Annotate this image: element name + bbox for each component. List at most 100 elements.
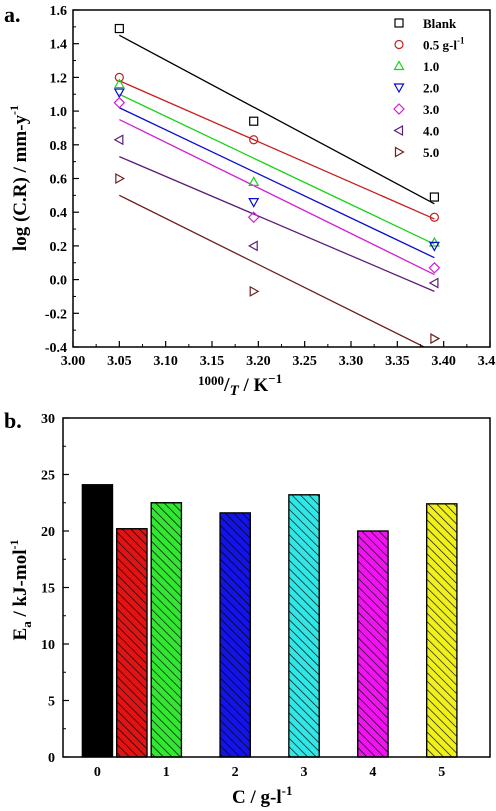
x-tick-label: 3.10: [153, 354, 178, 369]
data-point-2-0: [113, 88, 125, 99]
legend: Blank 0.5 g-l-1 1.0 2.0 3.0 4.0 5.0: [393, 16, 465, 160]
x-tick-label: 3.35: [385, 354, 410, 369]
bar-hatch: [150, 502, 183, 758]
x-axis-title-main: C / g-l: [232, 787, 282, 808]
legend-marker: [393, 60, 405, 71]
x-axis-title: 1000/T / K−1: [198, 371, 282, 399]
legend-marker: [394, 39, 404, 50]
fit-line-3-0: [119, 118, 435, 276]
y-tick-label: 0.6: [50, 173, 68, 188]
y-axis-title-exponent: -1: [7, 105, 21, 115]
legend-marker: [394, 146, 405, 158]
data-point-3-0: [428, 261, 441, 274]
fit-line-5-0: [119, 194, 426, 347]
y-tick-label: -0.2: [45, 307, 67, 322]
data-point-0-5: [249, 135, 259, 145]
legend-label-unit: g-l: [439, 38, 457, 53]
x-axis-title: C / g-l-1: [232, 783, 292, 808]
data-point-3-0: [113, 96, 126, 109]
y-axis-title-exponent: -1: [7, 540, 21, 550]
bar-hatch: [116, 528, 148, 758]
bar-hatch: [288, 494, 320, 758]
data-point-4-0: [247, 240, 258, 252]
legend-marker: [393, 83, 405, 94]
bar-hatch: [357, 530, 389, 758]
x-axis-title-denominator: T: [230, 383, 240, 399]
x-axis-title-slash: /: [223, 374, 230, 396]
fit-line-0-5: [119, 80, 435, 220]
y-tick-label: 0.0: [50, 274, 68, 289]
legend-label: 3.0: [423, 102, 439, 117]
legend-label: 2.0: [423, 81, 439, 96]
plot-frame: [72, 9, 491, 348]
x-tick-label: 3.00: [61, 354, 86, 369]
y-tick-label: 1.6: [50, 4, 68, 19]
x-tick-label: 3.30: [339, 354, 364, 369]
x-axis-title-unit: / K: [239, 375, 269, 396]
bar: [81, 484, 114, 758]
y-tick-label: 10: [41, 638, 55, 653]
data-point-2-0: [428, 241, 440, 252]
y-tick-label: 1.4: [50, 38, 68, 53]
legend-label-unit-exponent: -1: [457, 36, 465, 46]
data-point-blank: [114, 23, 124, 34]
legend-label: 5.0: [423, 145, 439, 160]
legend-label-value: 1.0: [423, 59, 439, 74]
x-tick-label: 3.25: [292, 354, 317, 369]
y-axis-title-unit: / kJ-mol: [10, 550, 31, 622]
y-tick-label: 0: [48, 751, 55, 766]
data-point-0-5: [429, 212, 439, 222]
legend-marker: [393, 103, 405, 115]
y-tick-label: -0.4: [45, 341, 67, 356]
data-point-5-0: [249, 285, 260, 297]
data-point-5-0: [115, 172, 126, 185]
data-point-1-0: [113, 78, 125, 89]
y-axis-title: log (C.R) / mm-y-1: [7, 105, 31, 251]
y-tick-label: 0.8: [50, 139, 68, 154]
x-tick-label: 4: [369, 765, 376, 780]
x-tick-label: 0: [94, 765, 101, 780]
legend-label: Blank: [423, 16, 457, 31]
plot-frame: [62, 417, 491, 758]
legend-label-value: 0.5: [423, 38, 440, 53]
legend-marker: [393, 124, 404, 137]
x-axis-title-exponent: -1: [282, 783, 293, 798]
x-tick-label: 3.20: [246, 354, 271, 369]
x-tick-label: 3.05: [107, 354, 132, 369]
y-tick-label: 15: [41, 582, 55, 597]
x-tick-label: 1: [163, 765, 170, 780]
y-axis-title-main: log (C.R) / mm-y: [10, 114, 31, 251]
y-tick-label: 1.2: [50, 71, 68, 86]
y-tick-label: 1.0: [50, 105, 68, 120]
fit-line-1-0: [119, 93, 435, 245]
x-tick-label: 3.45: [478, 354, 496, 369]
data-point-0-5: [114, 72, 124, 83]
y-axis-title-subscript: a: [19, 621, 34, 628]
data-point-5-0: [430, 333, 441, 345]
legend-label-value: 3.0: [423, 102, 439, 117]
data-point-blank: [249, 116, 259, 126]
data-point-4-0: [113, 134, 124, 146]
legend-label: 0.5 g-l-1: [423, 36, 465, 53]
data-point-2-0: [248, 197, 260, 208]
legend-label-value: 4.0: [423, 124, 439, 139]
legend-label: 4.0: [423, 124, 439, 139]
x-tick-label: 5: [438, 765, 445, 780]
legend-label-value: 5.0: [423, 145, 439, 160]
legend-label-value: 2.0: [423, 81, 439, 96]
y-tick-label: 30: [41, 412, 55, 427]
y-tick-label: 0.4: [50, 206, 68, 221]
data-point-4-0: [428, 277, 439, 289]
panel-a-scatter-chart: a. 3.00 3.05 3.10 3.15 3.20 3.25 3.30 3.35 3.40 3.…: [4, 2, 496, 399]
x-axis-title-exponent: −1: [268, 371, 282, 386]
x-tick-label: 2: [232, 765, 239, 780]
data-point-blank: [429, 192, 439, 202]
x-axis-title-numerator: 1000: [198, 373, 224, 388]
x-tick-label: 3: [301, 765, 308, 780]
bar-hatch: [426, 503, 458, 758]
fit-line-blank: [119, 34, 435, 205]
data-point-1-0: [248, 176, 260, 186]
legend-marker: [394, 18, 404, 28]
